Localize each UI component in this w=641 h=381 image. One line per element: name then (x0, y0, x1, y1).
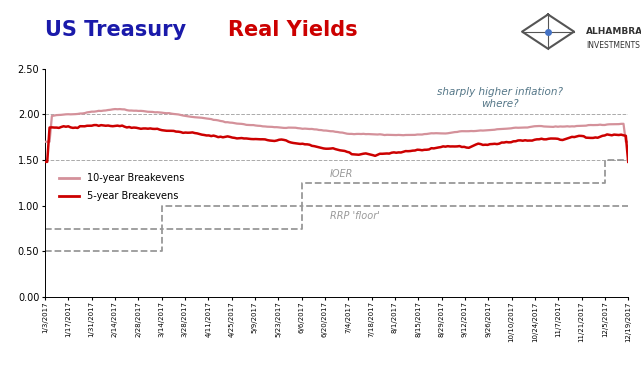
Text: RRP 'floor': RRP 'floor' (329, 211, 379, 221)
Text: INVESTMENTS: INVESTMENTS (586, 41, 640, 50)
Text: Real Yields: Real Yields (228, 20, 357, 40)
Text: US Treasury: US Treasury (45, 20, 193, 40)
Text: sharply higher inflation?
where?: sharply higher inflation? where? (437, 87, 563, 109)
Legend: 10-year Breakevens, 5-year Breakevens: 10-year Breakevens, 5-year Breakevens (56, 170, 188, 205)
Text: ALHAMBRA: ALHAMBRA (586, 27, 641, 36)
Text: IOER: IOER (329, 170, 353, 179)
